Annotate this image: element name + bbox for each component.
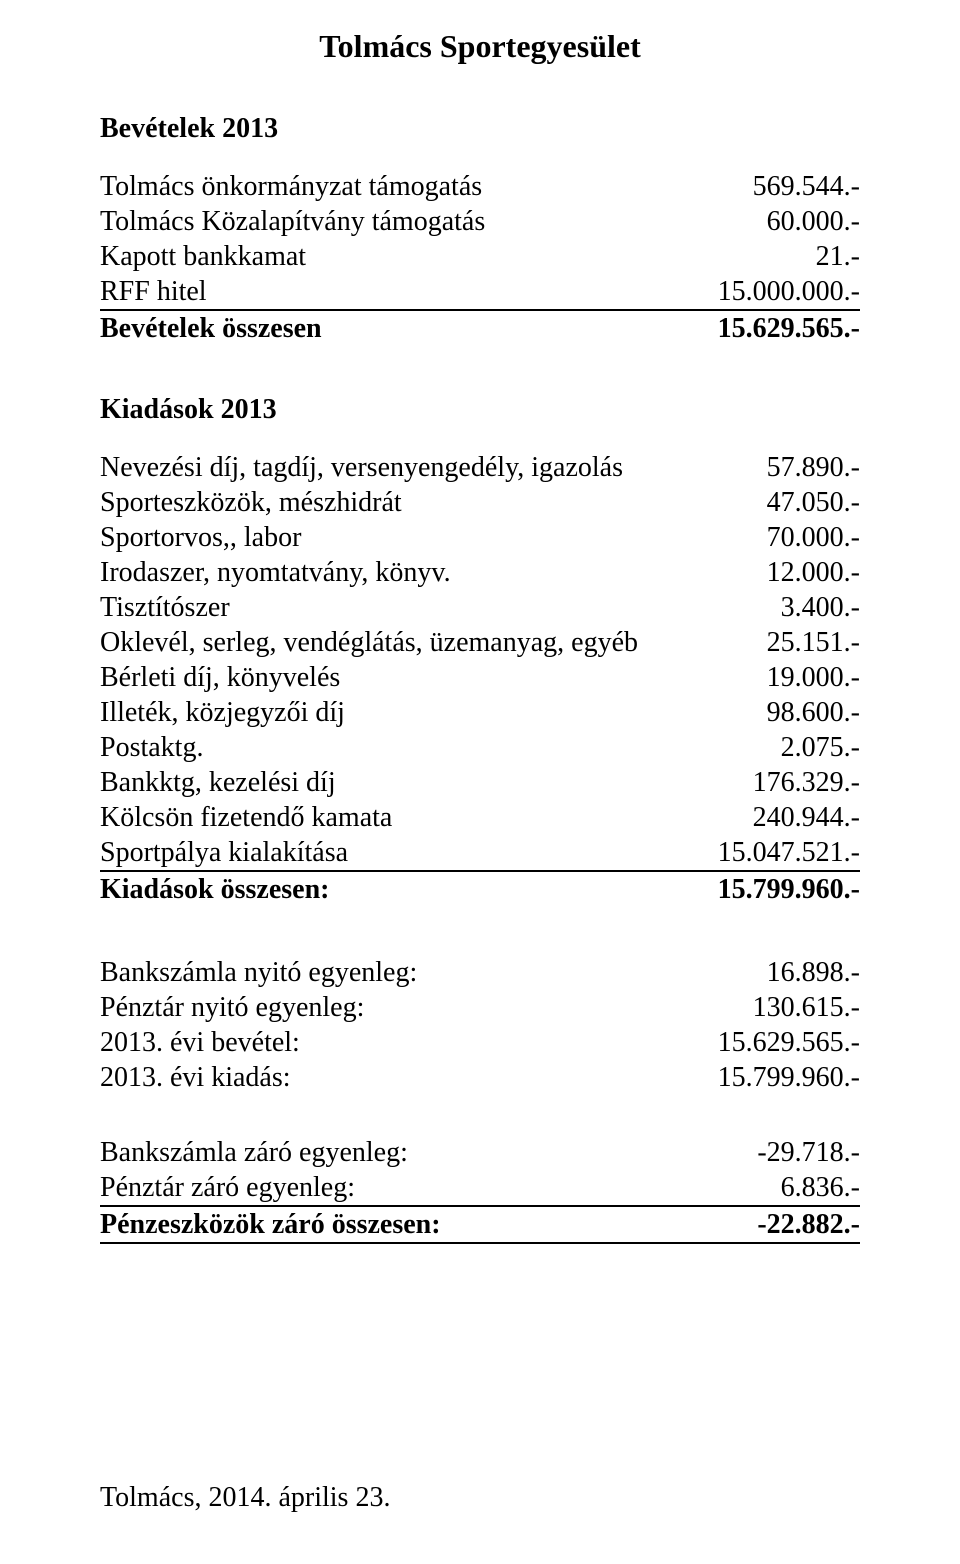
revenue-value: 569.544.- <box>660 169 860 204</box>
balance-label: 2013. évi bevétel: <box>100 1025 300 1060</box>
revenue-row: Tolmács Közalapítvány támogatás 60.000.- <box>100 204 860 239</box>
expenses-total-row: Kiadások összesen: 15.799.960.- <box>100 872 860 907</box>
revenue-value: 15.000.000.- <box>660 274 860 309</box>
revenue-value: 60.000.- <box>660 204 860 239</box>
expenses-total-value: 15.799.960.- <box>660 872 860 907</box>
revenues-section: Bevételek 2013 Tolmács önkormányzat támo… <box>100 113 860 346</box>
expense-row: Nevezési díj, tagdíj, versenyengedély, i… <box>100 450 860 485</box>
expense-label: Oklevél, serleg, vendéglátás, üzemanyag,… <box>100 625 638 660</box>
closing-total-row: Pénzeszközök záró összesen: -22.882.- <box>100 1207 860 1244</box>
footer-date: Tolmács, 2014. április 23. <box>100 1482 390 1514</box>
expense-row: Bankktg, kezelési díj 176.329.- <box>100 765 860 800</box>
expense-row: Tisztítószer 3.400.- <box>100 590 860 625</box>
expenses-heading: Kiadások 2013 <box>100 394 860 426</box>
expense-label: Illeték, közjegyzői díj <box>100 695 345 730</box>
balance-row: 2013. évi kiadás: 15.799.960.- <box>100 1060 860 1095</box>
expense-label: Kölcsön fizetendő kamata <box>100 800 392 835</box>
expense-value: 12.000.- <box>660 555 860 590</box>
closing-balances-section: Bankszámla záró egyenleg: -29.718.- Pénz… <box>100 1135 860 1244</box>
balance-value: 6.836.- <box>660 1170 860 1205</box>
revenues-total-label: Bevételek összesen <box>100 311 322 346</box>
expense-value: 240.944.- <box>660 800 860 835</box>
expense-label: Sportorvos,, labor <box>100 520 301 555</box>
balance-value: 15.799.960.- <box>660 1060 860 1095</box>
closing-total-value: -22.882.- <box>660 1207 860 1242</box>
opening-balances-section: Bankszámla nyitó egyenleg: 16.898.- Pénz… <box>100 955 860 1095</box>
balance-value: 130.615.- <box>660 990 860 1025</box>
expense-value: 98.600.- <box>660 695 860 730</box>
expense-label: Sporteszközök, mészhidrát <box>100 485 402 520</box>
balance-label: Pénztár nyitó egyenleg: <box>100 990 364 1025</box>
balance-label: Pénztár záró egyenleg: <box>100 1170 355 1205</box>
expense-row: Postaktg. 2.075.- <box>100 730 860 765</box>
revenues-heading: Bevételek 2013 <box>100 113 860 145</box>
balance-row: Pénztár záró egyenleg: 6.836.- <box>100 1170 860 1207</box>
balance-value: 15.629.565.- <box>660 1025 860 1060</box>
expense-value: 2.075.- <box>660 730 860 765</box>
revenue-value: 21.- <box>660 239 860 274</box>
expense-row: Kölcsön fizetendő kamata 240.944.- <box>100 800 860 835</box>
revenue-row: Tolmács önkormányzat támogatás 569.544.- <box>100 169 860 204</box>
expense-label: Bankktg, kezelési díj <box>100 765 336 800</box>
expense-row: Illeték, közjegyzői díj 98.600.- <box>100 695 860 730</box>
expense-label: Postaktg. <box>100 730 203 765</box>
expense-value: 3.400.- <box>660 590 860 625</box>
balance-value: 16.898.- <box>660 955 860 990</box>
balance-row: Bankszámla nyitó egyenleg: 16.898.- <box>100 955 860 990</box>
document-page: Tolmács Sportegyesület Bevételek 2013 To… <box>0 0 960 1564</box>
expense-label: Sportpálya kialakítása <box>100 835 348 870</box>
expense-row: Sporteszközök, mészhidrát 47.050.- <box>100 485 860 520</box>
expense-row: Bérleti díj, könyvelés 19.000.- <box>100 660 860 695</box>
revenue-row: RFF hitel 15.000.000.- <box>100 274 860 311</box>
expense-value: 15.047.521.- <box>660 835 860 870</box>
balance-value: -29.718.- <box>660 1135 860 1170</box>
balance-label: Bankszámla záró egyenleg: <box>100 1135 408 1170</box>
expense-value: 19.000.- <box>660 660 860 695</box>
revenue-label: Tolmács Közalapítvány támogatás <box>100 204 485 239</box>
revenue-label: Kapott bankkamat <box>100 239 306 274</box>
revenues-total-value: 15.629.565.- <box>660 311 860 346</box>
expense-value: 57.890.- <box>660 450 860 485</box>
expenses-section: Kiadások 2013 Nevezési díj, tagdíj, vers… <box>100 394 860 907</box>
balance-row: 2013. évi bevétel: 15.629.565.- <box>100 1025 860 1060</box>
expense-value: 70.000.- <box>660 520 860 555</box>
expense-label: Tisztítószer <box>100 590 230 625</box>
expense-value: 47.050.- <box>660 485 860 520</box>
document-title: Tolmács Sportegyesület <box>100 28 860 65</box>
expense-row: Irodaszer, nyomtatvány, könyv. 12.000.- <box>100 555 860 590</box>
revenue-row: Kapott bankkamat 21.- <box>100 239 860 274</box>
expenses-total-label: Kiadások összesen: <box>100 872 329 907</box>
expense-label: Bérleti díj, könyvelés <box>100 660 340 695</box>
balance-row: Pénztár nyitó egyenleg: 130.615.- <box>100 990 860 1025</box>
closing-total-label: Pénzeszközök záró összesen: <box>100 1207 441 1242</box>
expense-label: Nevezési díj, tagdíj, versenyengedély, i… <box>100 450 623 485</box>
expense-row: Oklevél, serleg, vendéglátás, üzemanyag,… <box>100 625 860 660</box>
expense-row: Sportpálya kialakítása 15.047.521.- <box>100 835 860 872</box>
revenue-label: RFF hitel <box>100 274 207 309</box>
expense-value: 25.151.- <box>660 625 860 660</box>
balance-label: Bankszámla nyitó egyenleg: <box>100 955 417 990</box>
revenue-label: Tolmács önkormányzat támogatás <box>100 169 482 204</box>
balance-label: 2013. évi kiadás: <box>100 1060 291 1095</box>
revenues-total-row: Bevételek összesen 15.629.565.- <box>100 311 860 346</box>
expense-row: Sportorvos,, labor 70.000.- <box>100 520 860 555</box>
balance-row: Bankszámla záró egyenleg: -29.718.- <box>100 1135 860 1170</box>
expense-value: 176.329.- <box>660 765 860 800</box>
expense-label: Irodaszer, nyomtatvány, könyv. <box>100 555 451 590</box>
